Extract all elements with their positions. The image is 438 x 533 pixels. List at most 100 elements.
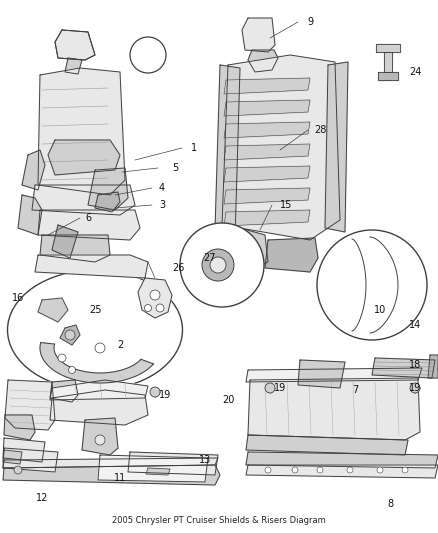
Circle shape <box>68 367 75 374</box>
Polygon shape <box>5 380 55 430</box>
Text: 19: 19 <box>159 390 171 400</box>
Polygon shape <box>428 355 438 378</box>
Circle shape <box>410 383 420 393</box>
Polygon shape <box>22 150 45 190</box>
Circle shape <box>156 304 164 312</box>
Text: 4: 4 <box>159 183 165 193</box>
Text: 27: 27 <box>204 253 216 263</box>
Polygon shape <box>3 450 22 464</box>
Polygon shape <box>32 185 135 215</box>
Text: 28: 28 <box>314 125 326 135</box>
Polygon shape <box>222 55 340 240</box>
Circle shape <box>265 383 275 393</box>
Polygon shape <box>38 68 125 195</box>
Circle shape <box>402 467 408 473</box>
Polygon shape <box>242 18 275 52</box>
Circle shape <box>150 290 160 300</box>
Text: 5: 5 <box>172 163 178 173</box>
Text: 14: 14 <box>409 320 421 330</box>
Polygon shape <box>348 296 378 318</box>
Circle shape <box>65 330 75 340</box>
Polygon shape <box>140 48 156 62</box>
Circle shape <box>317 230 427 340</box>
Polygon shape <box>224 210 310 226</box>
Circle shape <box>292 467 298 473</box>
Circle shape <box>317 467 323 473</box>
Polygon shape <box>50 390 148 425</box>
Circle shape <box>202 249 234 281</box>
Polygon shape <box>372 358 435 378</box>
Polygon shape <box>35 255 148 278</box>
Circle shape <box>58 354 66 362</box>
Polygon shape <box>192 245 248 285</box>
Polygon shape <box>138 278 172 318</box>
Polygon shape <box>55 30 95 60</box>
Polygon shape <box>48 140 120 175</box>
Polygon shape <box>215 255 245 285</box>
Polygon shape <box>50 380 148 400</box>
Polygon shape <box>218 225 268 268</box>
Polygon shape <box>3 438 45 462</box>
Polygon shape <box>38 298 68 322</box>
Polygon shape <box>3 458 218 468</box>
Polygon shape <box>65 58 82 74</box>
Circle shape <box>377 467 383 473</box>
Polygon shape <box>224 166 310 182</box>
Polygon shape <box>358 302 370 313</box>
Circle shape <box>145 304 152 311</box>
Polygon shape <box>246 368 422 382</box>
Polygon shape <box>248 50 278 72</box>
Text: 9: 9 <box>307 17 313 27</box>
Polygon shape <box>224 144 310 160</box>
Circle shape <box>150 387 160 397</box>
Text: 19: 19 <box>274 383 286 393</box>
Text: 12: 12 <box>36 493 48 503</box>
Text: 3: 3 <box>159 200 165 210</box>
Polygon shape <box>215 65 240 240</box>
Polygon shape <box>265 238 318 272</box>
Text: 25: 25 <box>89 305 101 315</box>
Polygon shape <box>60 325 80 345</box>
Text: 8: 8 <box>387 499 393 509</box>
Polygon shape <box>88 168 128 210</box>
Polygon shape <box>82 418 118 455</box>
Polygon shape <box>4 415 35 440</box>
Circle shape <box>95 435 105 445</box>
Polygon shape <box>378 72 398 80</box>
Text: 15: 15 <box>280 200 292 210</box>
Text: 10: 10 <box>374 305 386 315</box>
Polygon shape <box>248 378 420 440</box>
Polygon shape <box>52 225 78 258</box>
Text: 24: 24 <box>409 67 421 77</box>
Polygon shape <box>40 235 110 262</box>
Polygon shape <box>38 210 140 240</box>
Polygon shape <box>224 100 310 116</box>
Text: 11: 11 <box>114 473 126 483</box>
Polygon shape <box>384 52 392 72</box>
Text: 7: 7 <box>352 385 358 395</box>
Circle shape <box>95 343 105 353</box>
Polygon shape <box>298 360 345 388</box>
Polygon shape <box>146 468 170 475</box>
Text: 13: 13 <box>199 455 211 465</box>
Polygon shape <box>352 237 398 333</box>
Text: 19: 19 <box>409 383 421 393</box>
Polygon shape <box>246 465 438 478</box>
Polygon shape <box>98 455 208 482</box>
Polygon shape <box>246 452 438 468</box>
Polygon shape <box>95 192 120 212</box>
Circle shape <box>130 37 166 73</box>
Polygon shape <box>230 258 238 272</box>
Polygon shape <box>3 465 220 485</box>
Text: 18: 18 <box>409 360 421 370</box>
Polygon shape <box>40 343 153 383</box>
Text: 6: 6 <box>85 213 91 223</box>
Polygon shape <box>18 195 42 235</box>
Circle shape <box>224 264 236 276</box>
Circle shape <box>265 467 271 473</box>
Polygon shape <box>376 44 400 52</box>
Polygon shape <box>224 188 310 204</box>
Text: 2005 Chrysler PT Cruiser Shields & Risers Diagram: 2005 Chrysler PT Cruiser Shields & Riser… <box>112 516 326 525</box>
Circle shape <box>347 467 353 473</box>
Text: 26: 26 <box>172 263 184 273</box>
